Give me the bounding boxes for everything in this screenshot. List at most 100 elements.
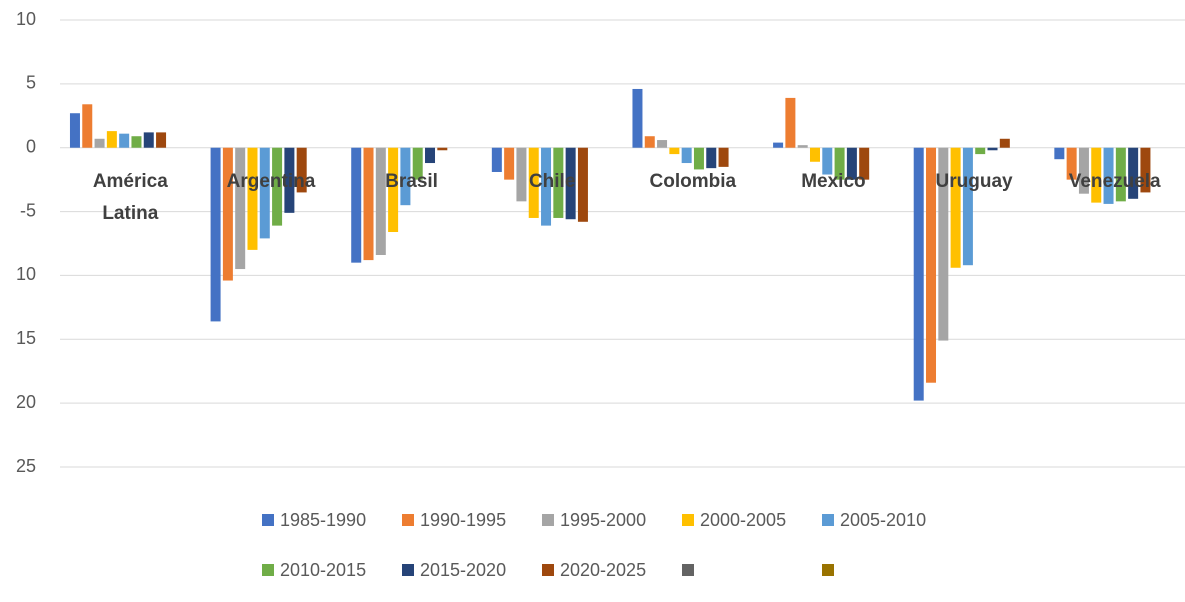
y-tick-label: -5 bbox=[20, 200, 36, 220]
bar bbox=[272, 147, 283, 226]
legend-swatch bbox=[822, 514, 834, 526]
legend-label: 2005-2010 bbox=[840, 509, 927, 530]
x-tick-label: Venezuela bbox=[1068, 171, 1161, 192]
bar bbox=[284, 147, 295, 213]
bar bbox=[773, 142, 784, 148]
legend-item bbox=[822, 558, 962, 582]
bar bbox=[412, 147, 423, 180]
bar bbox=[388, 147, 399, 233]
bar bbox=[834, 147, 845, 180]
bar bbox=[1066, 147, 1077, 180]
y-tick-label: 10 bbox=[16, 264, 36, 284]
bar bbox=[541, 147, 552, 226]
bar bbox=[926, 147, 937, 383]
y-tick-label: 25 bbox=[16, 456, 36, 476]
bar bbox=[94, 138, 105, 148]
legend-label: 1985-1990 bbox=[280, 509, 367, 530]
bar bbox=[632, 88, 643, 148]
bar bbox=[975, 147, 986, 155]
bar bbox=[1103, 147, 1114, 204]
legend-swatch bbox=[402, 514, 414, 526]
bar bbox=[1054, 147, 1065, 160]
bar bbox=[706, 147, 717, 169]
legend-item: 1990-1995 bbox=[402, 508, 542, 532]
bar bbox=[143, 132, 154, 148]
y-tick-label: 5 bbox=[26, 73, 36, 93]
bar bbox=[718, 147, 729, 167]
legend-label: 2000-2005 bbox=[700, 509, 787, 530]
x-tick-label: Mexico bbox=[801, 171, 866, 192]
bar bbox=[693, 147, 704, 170]
bar bbox=[669, 147, 680, 155]
y-tick-label: 10 bbox=[16, 9, 36, 29]
x-tick-label: Chile bbox=[528, 171, 576, 192]
bar bbox=[846, 147, 857, 180]
bar bbox=[1115, 147, 1126, 202]
y-tick-label: 20 bbox=[16, 392, 36, 412]
bar bbox=[210, 147, 221, 322]
bar bbox=[119, 133, 130, 148]
x-tick-label: América Latina bbox=[92, 171, 168, 224]
x-tick-label: Colombia bbox=[649, 171, 737, 192]
bar bbox=[235, 147, 246, 270]
bar bbox=[553, 147, 564, 218]
bar bbox=[363, 147, 374, 261]
bar bbox=[785, 97, 796, 148]
bar bbox=[247, 147, 258, 250]
legend-label: 1990-1995 bbox=[420, 509, 507, 530]
y-tick-label: 0 bbox=[26, 136, 36, 156]
legend-label: 2015-2020 bbox=[420, 559, 507, 580]
legend-item: 2010-2015 bbox=[262, 558, 402, 582]
bar bbox=[400, 147, 411, 206]
bar bbox=[516, 147, 527, 202]
legend-item: 2000-2005 bbox=[682, 508, 822, 532]
bar bbox=[222, 147, 233, 281]
bar bbox=[1078, 147, 1089, 194]
legend-item: 2015-2020 bbox=[402, 558, 542, 582]
legend-label: 2020-2025 bbox=[560, 559, 647, 580]
bar bbox=[296, 147, 307, 193]
legend-item bbox=[682, 558, 822, 582]
x-tick-label: Argentina bbox=[226, 171, 316, 192]
legend-item: 2005-2010 bbox=[822, 508, 962, 532]
bar bbox=[657, 140, 668, 148]
bar bbox=[351, 147, 362, 263]
legend-label: 2010-2015 bbox=[280, 559, 367, 580]
bar bbox=[809, 147, 820, 162]
bar bbox=[1091, 147, 1102, 203]
bar bbox=[565, 147, 576, 220]
bar bbox=[437, 147, 448, 151]
legend-swatch bbox=[262, 514, 274, 526]
bar bbox=[69, 113, 80, 148]
bar bbox=[797, 145, 808, 148]
bar bbox=[577, 147, 588, 222]
legend-item: 1985-1990 bbox=[262, 508, 402, 532]
x-tick-label: Brasil bbox=[385, 171, 438, 192]
bar bbox=[938, 147, 949, 341]
legend-swatch bbox=[262, 564, 274, 576]
bar bbox=[681, 147, 692, 164]
legend-label: 1995-2000 bbox=[560, 509, 647, 530]
bar bbox=[1128, 147, 1139, 199]
bar bbox=[106, 131, 117, 148]
x-tick-label: Uruguay bbox=[935, 171, 1013, 192]
legend-swatch bbox=[682, 564, 694, 576]
legend-swatch bbox=[682, 514, 694, 526]
bar bbox=[528, 147, 539, 218]
legend-swatch bbox=[542, 564, 554, 576]
legend-swatch bbox=[822, 564, 834, 576]
y-tick-label: 15 bbox=[16, 328, 36, 348]
bar bbox=[131, 136, 142, 148]
bar bbox=[425, 147, 436, 164]
legend-item: 1995-2000 bbox=[542, 508, 682, 532]
bar bbox=[999, 138, 1010, 148]
bar bbox=[962, 147, 973, 266]
bar bbox=[913, 147, 924, 401]
bar bbox=[259, 147, 270, 239]
legend-swatch bbox=[542, 514, 554, 526]
bar bbox=[822, 147, 833, 175]
bar bbox=[1140, 147, 1151, 193]
bar bbox=[375, 147, 386, 255]
